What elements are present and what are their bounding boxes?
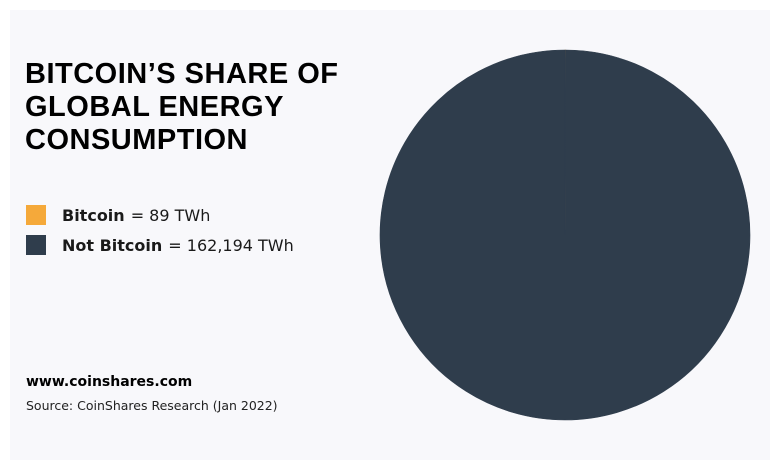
legend-value: = 89 TWh (130, 205, 211, 225)
legend-item: Not Bitcoin = 162,194 TWh (26, 230, 294, 260)
chart-title: BITCOIN’S SHARE OF GLOBAL ENERGY CONSUMP… (25, 58, 339, 156)
legend-label: Bitcoin (62, 205, 125, 225)
legend-value: = 162,194 TWh (168, 235, 294, 255)
legend: Bitcoin = 89 TWh Not Bitcoin = 162,194 TWh (26, 200, 294, 260)
legend-label: Not Bitcoin (62, 235, 163, 255)
legend-swatch (26, 205, 46, 225)
legend-swatch (26, 235, 46, 255)
legend-item: Bitcoin = 89 TWh (26, 200, 294, 230)
source-note: Source: CoinShares Research (Jan 2022) (26, 398, 278, 413)
pie-slice (379, 49, 751, 421)
website: www.coinshares.com (26, 374, 193, 390)
